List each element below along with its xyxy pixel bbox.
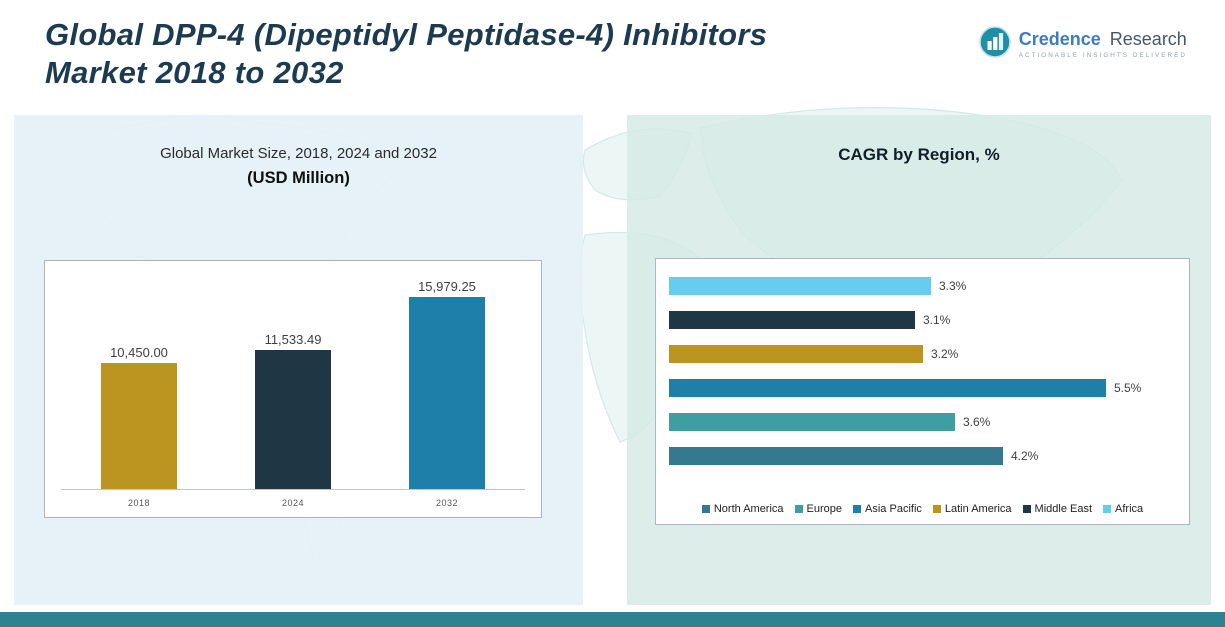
cagr-bar-middle-east[interactable] bbox=[669, 311, 915, 329]
market-size-bar-2024[interactable] bbox=[255, 350, 331, 489]
legend-label-asia-pacific: Asia Pacific bbox=[865, 503, 922, 515]
legend-item-africa: Africa bbox=[1103, 503, 1143, 515]
market-size-bar-2032[interactable] bbox=[409, 297, 485, 489]
legend-item-europe: Europe bbox=[794, 503, 843, 515]
legend-item-latin-america: Latin America bbox=[932, 503, 1012, 515]
legend-label-middle-east: Middle East bbox=[1034, 503, 1093, 515]
logo-brand-name: Credence Research bbox=[1018, 28, 1187, 50]
bottom-accent-bar bbox=[0, 612, 1225, 627]
cagr-bar-row-asia-pacific: 5.5% bbox=[669, 371, 1189, 405]
legend-swatch-asia-pacific bbox=[853, 505, 862, 513]
cagr-bar-row-latin-america: 3.2% bbox=[669, 337, 1189, 371]
legend-item-north-america: North America bbox=[701, 503, 784, 515]
cagr-value-label: 5.5% bbox=[1114, 381, 1142, 395]
cagr-value-label: 3.6% bbox=[963, 415, 991, 429]
legend-label-latin-america: Latin America bbox=[944, 503, 1012, 515]
logo-bar-chart-icon bbox=[978, 26, 1011, 63]
legend-swatch-middle-east bbox=[1022, 505, 1031, 513]
logo-brand-research: Research bbox=[1109, 28, 1187, 49]
page-title-line2: Market 2018 to 2032 bbox=[45, 54, 344, 90]
market-size-plot: 10,450.00 11,533.49 15,979.25 bbox=[61, 261, 525, 490]
header: Global DPP-4 (Dipeptidyl Peptidase-4) In… bbox=[45, 16, 1187, 92]
legend-swatch-africa bbox=[1103, 505, 1112, 513]
cagr-value-label: 3.2% bbox=[931, 347, 959, 361]
legend-label-europe: Europe bbox=[806, 503, 843, 515]
cagr-bar-row-middle-east: 3.1% bbox=[669, 303, 1189, 337]
cagr-chart-title: CAGR by Region, % bbox=[838, 145, 1000, 164]
logo-brand-credence: Credence bbox=[1018, 28, 1101, 49]
market-size-value-label: 10,450.00 bbox=[110, 345, 168, 360]
market-size-axis-label-2032: 2032 bbox=[435, 498, 459, 508]
legend-swatch-latin-america bbox=[932, 505, 941, 513]
market-size-bar-2018[interactable] bbox=[101, 363, 177, 489]
legend-swatch-north-america bbox=[701, 505, 710, 513]
market-size-axis-label-2024: 2024 bbox=[281, 498, 305, 508]
cagr-bar-north-america[interactable] bbox=[669, 447, 1003, 465]
market-size-value-label: 11,533.49 bbox=[264, 332, 322, 347]
cagr-value-label: 4.2% bbox=[1011, 449, 1039, 463]
market-size-axis-label-2018: 2018 bbox=[127, 498, 151, 508]
market-size-categories: 2018 2024 2032 bbox=[61, 490, 525, 508]
legend-swatch-europe bbox=[794, 505, 803, 513]
market-size-chart-title: Global Market Size, 2018, 2024 and 2032 bbox=[160, 145, 437, 162]
cagr-panel: CAGR by Region, % 3.3% 3.1% 3.2% 5.5% 3.6% 4.… bbox=[627, 115, 1211, 605]
cagr-bar-row-europe: 3.6% bbox=[669, 405, 1189, 439]
credence-research-logo: Credence Research Actionable Insights De… bbox=[978, 26, 1187, 63]
cagr-bar-africa[interactable] bbox=[669, 277, 931, 295]
cagr-value-label: 3.1% bbox=[923, 313, 951, 327]
legend-item-middle-east: Middle East bbox=[1022, 503, 1093, 515]
page-title: Global DPP-4 (Dipeptidyl Peptidase-4) In… bbox=[45, 16, 767, 92]
logo-text: Credence Research Actionable Insights De… bbox=[1018, 28, 1187, 60]
market-size-value-label: 15,979.25 bbox=[418, 279, 476, 294]
market-size-bar-group-2032: 15,979.25 bbox=[409, 279, 485, 489]
market-size-panel: Global Market Size, 2018, 2024 and 2032 … bbox=[14, 115, 583, 605]
logo-tagline: Actionable Insights Delivered bbox=[1018, 52, 1187, 60]
cagr-value-label: 3.3% bbox=[939, 279, 967, 293]
market-size-chart-subtitle: (USD Million) bbox=[247, 169, 350, 187]
cagr-bar-latin-america[interactable] bbox=[669, 345, 923, 363]
cagr-bar-europe[interactable] bbox=[669, 413, 955, 431]
legend-label-africa: Africa bbox=[1115, 503, 1144, 515]
cagr-bar-row-africa: 3.3% bbox=[669, 269, 1189, 303]
cagr-plot: 3.3% 3.1% 3.2% 5.5% 3.6% 4.2% bbox=[669, 269, 1189, 473]
cagr-chart: 3.3% 3.1% 3.2% 5.5% 3.6% 4.2% North America Eu… bbox=[655, 258, 1190, 525]
legend-item-asia-pacific: Asia Pacific bbox=[853, 503, 922, 515]
cagr-bar-row-north-america: 4.2% bbox=[669, 439, 1189, 473]
cagr-bar-asia-pacific[interactable] bbox=[669, 379, 1106, 397]
market-size-chart: 10,450.00 11,533.49 15,979.25 2018 2024 2032 bbox=[44, 260, 542, 518]
market-size-bar-group-2024: 11,533.49 bbox=[255, 332, 331, 489]
cagr-legend: North America Europe Asia Pacific Latin Ame… bbox=[662, 503, 1183, 515]
legend-label-north-america: North America bbox=[713, 503, 784, 515]
market-size-bar-group-2018: 10,450.00 bbox=[101, 345, 177, 489]
page-title-line1: Global DPP-4 (Dipeptidyl Peptidase-4) In… bbox=[45, 17, 768, 52]
